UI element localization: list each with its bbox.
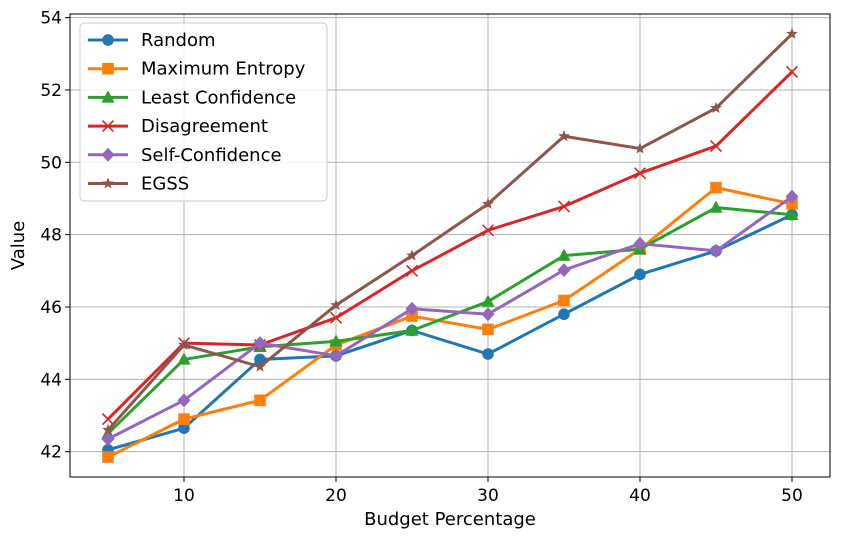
x-axis-label: Budget Percentage	[364, 509, 536, 530]
legend-label: EGSS	[141, 174, 189, 195]
series-line-random	[107, 213, 793, 452]
legend-marker	[102, 34, 114, 46]
data-point-egss	[102, 423, 114, 435]
series-self-confidence	[101, 189, 799, 447]
data-point-least-confidence	[785, 207, 799, 220]
data-point-egss	[254, 360, 266, 372]
data-point-random	[178, 422, 190, 434]
legend-label: Least Confidence	[141, 87, 296, 108]
data-point-random	[254, 353, 266, 366]
data-point-least-confidence	[557, 248, 571, 261]
legend-marker	[101, 147, 115, 162]
legend-marker	[102, 62, 114, 75]
data-point-egss	[406, 249, 418, 261]
y-tick-label: 54	[40, 9, 62, 29]
data-point-least-confidence	[177, 352, 191, 365]
data-point-least-confidence	[481, 294, 495, 307]
data-point-self-confidence	[329, 348, 343, 363]
data-point-least-confidence	[329, 334, 343, 347]
x-tick-label: 10	[173, 486, 195, 506]
data-point-maximum-entropy	[558, 294, 570, 307]
data-point-disagreement	[785, 65, 799, 78]
data-point-random	[482, 348, 494, 360]
legend-entry: Disagreement	[88, 116, 268, 137]
legend-box	[79, 22, 328, 202]
series-line-egss	[106, 32, 794, 431]
data-point-egss	[482, 197, 494, 209]
legend: Random Maximum Entropy Least Confidence Dis…	[79, 22, 328, 202]
legend-entry: Random	[88, 30, 216, 51]
data-point-egss	[710, 101, 722, 114]
data-point-maximum-entropy	[406, 310, 418, 322]
data-point-self-confidence	[253, 336, 267, 351]
data-point-disagreement	[405, 264, 419, 277]
x-tick-label: 20	[325, 486, 347, 506]
series-line-maximum-entropy	[107, 186, 793, 459]
data-point-random	[558, 308, 570, 321]
data-point-maximum-entropy	[786, 198, 798, 210]
legend-marker	[102, 177, 114, 189]
data-point-random	[634, 268, 646, 281]
y-tick-label: 52	[40, 81, 62, 101]
legend-label: Maximum Entropy	[141, 59, 306, 80]
x-tick-label: 40	[629, 486, 651, 506]
series-egss	[102, 27, 798, 435]
data-point-self-confidence	[405, 301, 419, 316]
data-point-disagreement	[633, 167, 647, 180]
legend-label: Random	[141, 30, 216, 51]
series-layer	[101, 27, 799, 463]
data-point-egss	[178, 338, 190, 350]
data-point-self-confidence	[177, 393, 191, 408]
series-least-confidence	[101, 200, 799, 439]
y-tick-label: 48	[40, 226, 62, 246]
data-point-self-confidence	[785, 189, 799, 204]
data-point-egss	[330, 298, 342, 311]
y-tick-label: 42	[40, 443, 62, 463]
legend-label: Disagreement	[141, 116, 268, 137]
data-point-egss	[634, 142, 646, 154]
legend-marker	[101, 120, 115, 133]
data-point-self-confidence	[481, 307, 495, 322]
legend-marker	[101, 90, 115, 103]
data-point-self-confidence	[709, 243, 723, 258]
data-point-maximum-entropy	[254, 394, 266, 407]
data-point-disagreement	[329, 311, 343, 324]
x-tick-label: 30	[477, 486, 499, 506]
data-point-egss	[558, 130, 570, 142]
data-point-maximum-entropy	[102, 451, 114, 463]
series-random	[102, 208, 798, 456]
data-point-maximum-entropy	[482, 323, 494, 336]
axes-ticks: 10 20 30 40 50 42 44 46 48 50 52 54	[40, 9, 802, 506]
data-point-disagreement	[709, 139, 723, 153]
legend-entry: Self-Confidence	[88, 145, 282, 166]
series-line-least-confidence	[106, 206, 793, 435]
data-point-disagreement	[101, 413, 115, 426]
series-line-self-confidence	[107, 195, 793, 441]
legend-entry: Least Confidence	[88, 87, 296, 108]
data-point-self-confidence	[557, 263, 571, 278]
y-tick-label: 50	[40, 153, 62, 173]
x-tick-label: 50	[781, 486, 803, 506]
data-point-self-confidence	[101, 432, 115, 447]
data-point-maximum-entropy	[178, 413, 190, 425]
plot-frame	[69, 13, 831, 478]
legend-label: Self-Confidence	[141, 145, 282, 166]
data-point-disagreement	[557, 200, 571, 213]
y-axis-label: Value	[8, 221, 29, 270]
legend-entry: EGSS	[88, 174, 189, 195]
data-point-least-confidence	[709, 200, 723, 213]
y-tick-label: 46	[40, 298, 62, 318]
data-point-maximum-entropy	[710, 181, 722, 194]
data-point-disagreement	[481, 224, 495, 237]
series-maximum-entropy	[102, 181, 798, 463]
data-point-egss	[786, 27, 798, 39]
series-line-disagreement	[106, 70, 794, 421]
data-point-self-confidence	[633, 236, 647, 251]
data-point-least-confidence	[405, 323, 419, 336]
legend-entry: Maximum Entropy	[88, 59, 306, 80]
y-tick-label: 44	[40, 370, 62, 390]
